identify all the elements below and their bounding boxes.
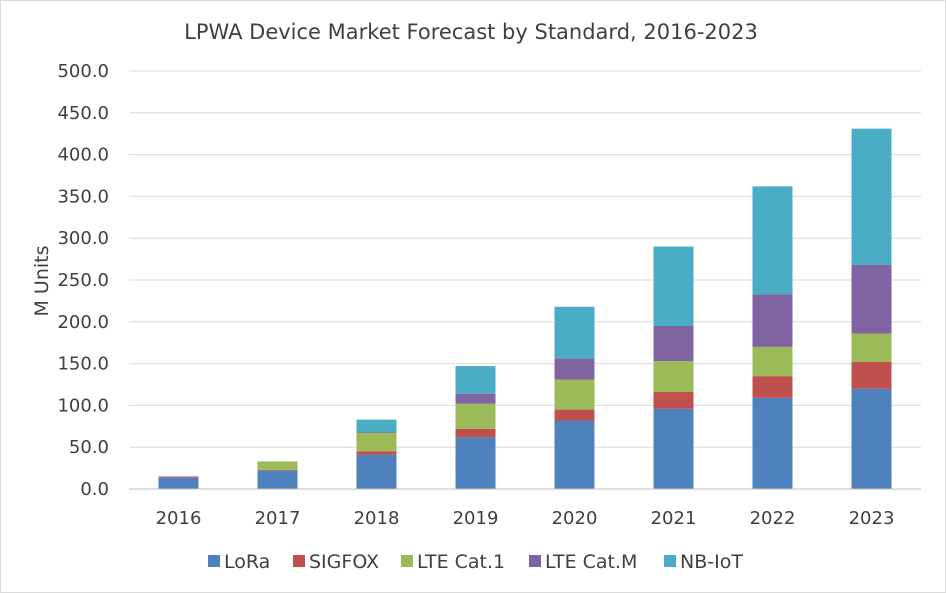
bar-segment-lte-cat-m (554, 358, 595, 380)
bar-segment-lte-cat-m (752, 294, 793, 347)
bar-segment-lte-cat-1 (851, 333, 892, 362)
bar-segment-lora (653, 408, 694, 489)
legend-label: LTE Cat.M (545, 551, 637, 573)
bar-segment-nb-iot (356, 419, 397, 433)
bar-segment-lte-cat-1 (356, 432, 397, 452)
bar-segment-sigfox (158, 476, 199, 478)
bar-segment-sigfox (752, 376, 793, 398)
x-tick-label: 2019 (453, 508, 499, 529)
x-axis-ticks: 2016 2017 2018 2019 2020 2021 2022 2023 (156, 508, 895, 529)
bar-segment-lte-cat-1 (455, 403, 496, 429)
bar-segment-lte-cat-1 (752, 346, 793, 377)
bar-segment-sigfox (257, 469, 298, 471)
y-tick-label: 200.0 (57, 312, 109, 333)
bar-segment-lte-cat-m (851, 264, 892, 334)
x-tick-label: 2022 (750, 508, 796, 529)
bar-segment-lora (356, 454, 397, 489)
y-tick-label: 300.0 (57, 228, 109, 249)
y-tick-label: 0.0 (80, 479, 109, 500)
legend: LoRa SIGFOX LTE Cat.1 LTE Cat.M NB-IoT (208, 551, 743, 573)
y-tick-label: 250.0 (57, 270, 109, 291)
x-tick-label: 2021 (651, 508, 697, 529)
x-tick-label: 2017 (255, 508, 301, 529)
bar-segment-lte-cat-1 (653, 361, 694, 393)
x-tick-label: 2018 (354, 508, 400, 529)
bar-segment-lte-cat-1 (257, 461, 298, 470)
bar-segment-nb-iot (554, 306, 595, 359)
bar-segment-lora (257, 470, 298, 489)
x-tick-label: 2016 (156, 508, 202, 529)
legend-label: LTE Cat.1 (417, 551, 505, 573)
bar-segment-lte-cat-m (455, 393, 496, 404)
bar-segment-lte-cat-m (356, 432, 397, 433)
legend-label: NB-IoT (680, 551, 743, 573)
bar-segment-lora (455, 437, 496, 489)
y-tick-label: 50.0 (69, 437, 109, 458)
bar-segment-sigfox (653, 392, 694, 409)
x-tick-label: 2020 (552, 508, 598, 529)
x-tick-label: 2023 (849, 508, 895, 529)
y-tick-label: 500.0 (57, 61, 109, 82)
y-tick-label: 100.0 (57, 395, 109, 416)
legend-swatch (208, 555, 220, 567)
legend-swatch (401, 555, 413, 567)
bar-segment-sigfox (554, 409, 595, 421)
y-axis-ticks: 0.0 50.0 100.0 150.0 200.0 250.0 300.0 350.0 400… (57, 61, 109, 500)
y-tick-label: 150.0 (57, 354, 109, 375)
bar-segment-lte-cat-1 (554, 379, 595, 410)
y-tick-label: 400.0 (57, 145, 109, 166)
bar-segment-lora (752, 397, 793, 489)
legend-swatch (529, 555, 541, 567)
bar-segment-nb-iot (851, 128, 892, 265)
bar-segment-sigfox (356, 451, 397, 455)
bar-segment-lora (158, 477, 199, 489)
y-axis-title: M Units (31, 245, 53, 316)
bar-segment-nb-iot (455, 366, 496, 394)
bars (158, 128, 892, 489)
y-tick-label: 450.0 (57, 103, 109, 124)
y-tick-label: 350.0 (57, 186, 109, 207)
chart-title: LPWA Device Market Forecast by Standard,… (184, 20, 758, 44)
gridlines (129, 70, 921, 448)
bar-segment-sigfox (455, 428, 496, 438)
bar-segment-lora (851, 388, 892, 489)
legend-label: LoRa (224, 551, 270, 573)
bar-segment-lora (554, 420, 595, 489)
bar-segment-nb-iot (752, 186, 793, 295)
legend-label: SIGFOX (309, 551, 379, 573)
bar-segment-sigfox (851, 361, 892, 389)
legend-swatch (293, 555, 305, 567)
bar-segment-nb-iot (653, 246, 694, 326)
bar-segment-lte-cat-m (653, 325, 694, 362)
legend-swatch (664, 555, 676, 567)
